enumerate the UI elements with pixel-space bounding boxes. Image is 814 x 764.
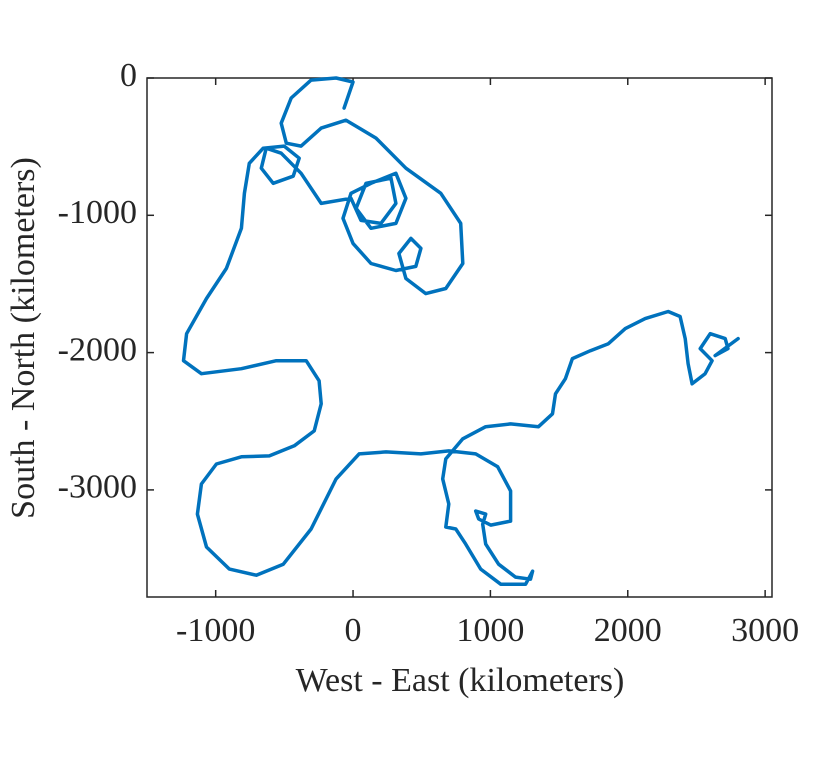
x-tick-label: 1000 (456, 612, 524, 649)
y-tick-label: -1000 (58, 194, 137, 231)
y-axis-label: South - North (kilometers) (5, 157, 42, 519)
trajectory-line (181, 76, 740, 586)
plot-frame (146, 77, 773, 598)
y-tick-label: -2000 (58, 331, 137, 368)
y-tick-label: 0 (120, 57, 137, 94)
x-tick-label: 3000 (731, 612, 799, 649)
x-axis-label: West - East (kilometers) (296, 662, 625, 699)
x-tick-label: 2000 (594, 612, 662, 649)
x-tick-label: 0 (345, 612, 362, 649)
x-tick-label: -1000 (176, 612, 255, 649)
y-tick-label: -3000 (58, 469, 137, 506)
